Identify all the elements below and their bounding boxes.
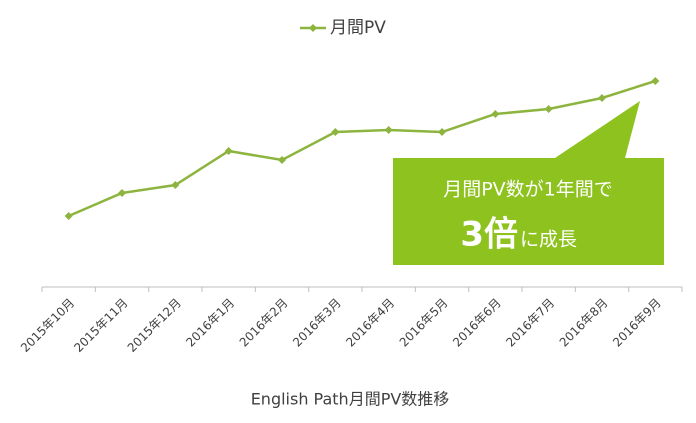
x-tick-label: 2016年7月 — [503, 296, 557, 350]
x-tick-label: 2015年10月 — [18, 296, 77, 355]
x-tick-label: 2016年4月 — [343, 296, 397, 350]
x-tick-label: 2016年6月 — [450, 296, 504, 350]
x-tick-label: 2015年12月 — [125, 296, 184, 355]
callout-text: 月間PV数が1年間で — [443, 179, 613, 201]
x-tick-label: 2016年3月 — [290, 296, 344, 350]
point — [278, 156, 286, 164]
point — [438, 128, 446, 136]
point — [64, 212, 73, 220]
callout-emphasis: 3倍 — [460, 215, 518, 255]
x-tick-label: 2016年5月 — [397, 296, 451, 350]
x-tick-label: 2015年11月 — [71, 296, 130, 355]
point — [224, 147, 233, 155]
callout-suffix: に成長 — [520, 229, 577, 251]
x-tick-label: 2016年1月 — [183, 296, 237, 350]
point — [651, 77, 660, 85]
point — [118, 189, 126, 197]
x-tick-label: 2016年2月 — [237, 296, 291, 350]
point — [331, 128, 340, 136]
x-tick-label: 2016年8月 — [557, 296, 611, 350]
point — [384, 126, 393, 134]
point — [598, 94, 606, 102]
point — [171, 181, 180, 189]
point — [544, 105, 553, 113]
legend-label: 月間PV — [330, 18, 386, 38]
series-line — [68, 79, 656, 218]
legend-marker — [309, 24, 317, 32]
callout-box — [393, 101, 664, 265]
point — [491, 110, 500, 118]
chart-title: English Path月間PV数推移 — [251, 390, 450, 409]
x-tick-label: 2016年9月 — [610, 296, 664, 350]
